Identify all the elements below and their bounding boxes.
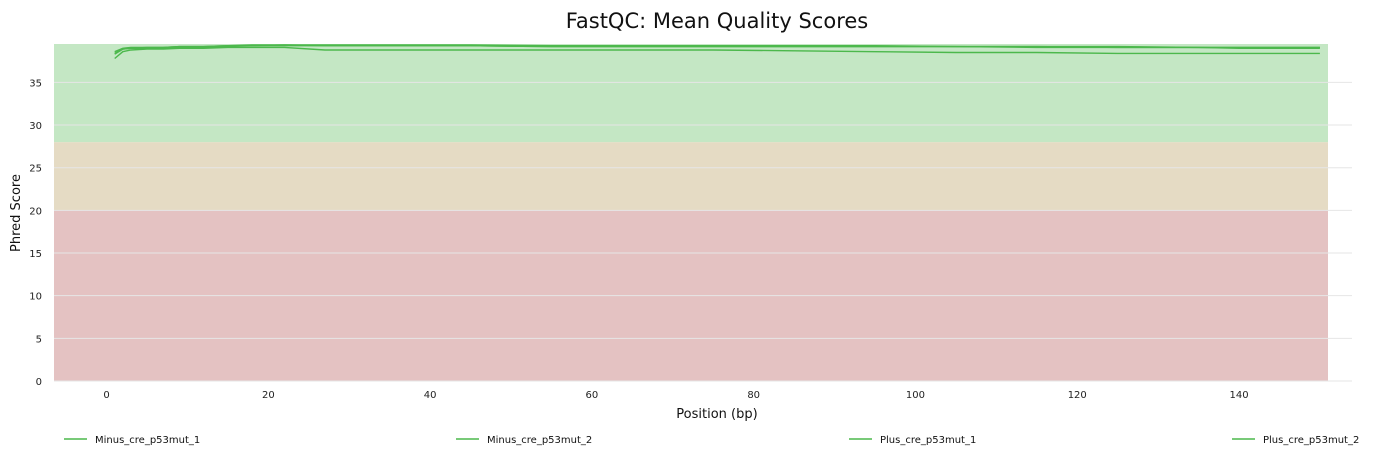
x-axis-title: Position (bp) <box>676 407 757 422</box>
x-tick-label-4: 80 <box>747 390 760 401</box>
x-tick-label-7: 140 <box>1229 390 1248 401</box>
x-tick-label-5: 100 <box>906 390 925 401</box>
legend-label-1: Minus_cre_p53mut_2 <box>487 435 592 446</box>
x-tick-label-6: 120 <box>1068 390 1087 401</box>
x-tick-label-1: 20 <box>262 390 275 401</box>
y-axis-title: Phred Score <box>9 174 24 252</box>
y-tick-label-5: 25 <box>29 164 42 175</box>
series-line-2 <box>114 44 1320 55</box>
series-line-0 <box>114 46 1320 60</box>
x-tick-label-0: 0 <box>103 390 109 401</box>
y-tick-label-6: 30 <box>29 121 42 132</box>
chart-title: FastQC: Mean Quality Scores <box>566 9 869 33</box>
grid-lines <box>54 81 1352 382</box>
series-lines <box>114 44 1320 60</box>
quality-band-2 <box>54 44 1328 143</box>
y-axis-ticks: 0 5 10 15 20 25 30 35 <box>29 78 42 388</box>
legend-label-2: Plus_cre_p53mut_1 <box>880 435 976 446</box>
legend: Minus_cre_p53mut_1 Minus_cre_p53mut_2 Plus… <box>64 435 1359 446</box>
y-tick-label-0: 0 <box>36 377 42 388</box>
y-tick-label-2: 10 <box>29 292 42 303</box>
legend-label-3: Plus_cre_p53mut_2 <box>1263 435 1359 446</box>
x-tick-label-3: 60 <box>586 390 599 401</box>
series-line-3 <box>114 45 1320 55</box>
y-tick-label-3: 15 <box>29 249 42 260</box>
y-tick-label-4: 20 <box>29 206 42 217</box>
y-tick-label-7: 35 <box>29 78 42 89</box>
quality-band-1 <box>54 142 1328 211</box>
y-tick-label-1: 5 <box>36 334 42 345</box>
quality-bands <box>54 44 1328 381</box>
x-tick-label-2: 40 <box>424 390 437 401</box>
x-axis-ticks: 0 20 40 60 80 100 120 140 <box>103 390 1248 401</box>
legend-label-0: Minus_cre_p53mut_1 <box>95 435 200 446</box>
